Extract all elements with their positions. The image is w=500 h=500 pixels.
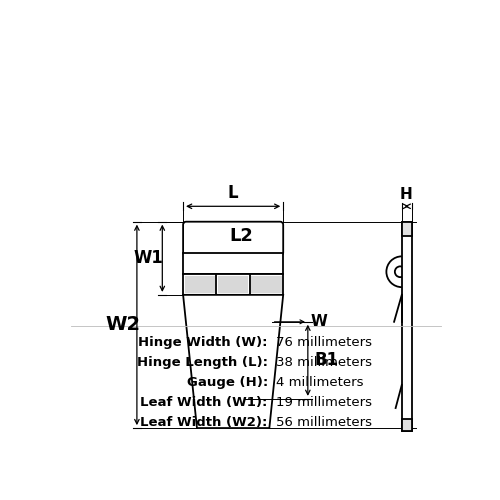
Bar xyxy=(402,419,412,431)
Text: 4 millimeters: 4 millimeters xyxy=(276,376,363,389)
Text: Hinge Width (W):: Hinge Width (W): xyxy=(138,336,268,349)
FancyBboxPatch shape xyxy=(183,222,283,256)
Text: H: H xyxy=(400,186,413,202)
Text: B1: B1 xyxy=(314,352,338,370)
Text: W2: W2 xyxy=(106,316,140,334)
Text: 56 millimeters: 56 millimeters xyxy=(276,416,372,429)
Bar xyxy=(183,252,283,274)
Text: Leaf Width (W1):: Leaf Width (W1): xyxy=(140,396,268,409)
Text: 38 millimeters: 38 millimeters xyxy=(276,356,372,369)
Text: Leaf Width (W2):: Leaf Width (W2): xyxy=(140,416,268,429)
Bar xyxy=(252,276,282,293)
Bar xyxy=(402,222,412,431)
Text: L: L xyxy=(228,184,238,202)
Text: Hinge Length (L):: Hinge Length (L): xyxy=(137,356,268,369)
Polygon shape xyxy=(183,295,283,428)
Bar xyxy=(184,276,215,293)
Text: L2: L2 xyxy=(229,226,253,244)
Text: 76 millimeters: 76 millimeters xyxy=(276,336,372,349)
Bar xyxy=(183,274,283,295)
Bar xyxy=(218,276,248,293)
Text: W: W xyxy=(311,314,328,330)
Text: 19 millimeters: 19 millimeters xyxy=(276,396,372,409)
Text: W1: W1 xyxy=(134,250,164,268)
Bar xyxy=(402,222,412,235)
Text: Gauge (H):: Gauge (H): xyxy=(186,376,268,389)
